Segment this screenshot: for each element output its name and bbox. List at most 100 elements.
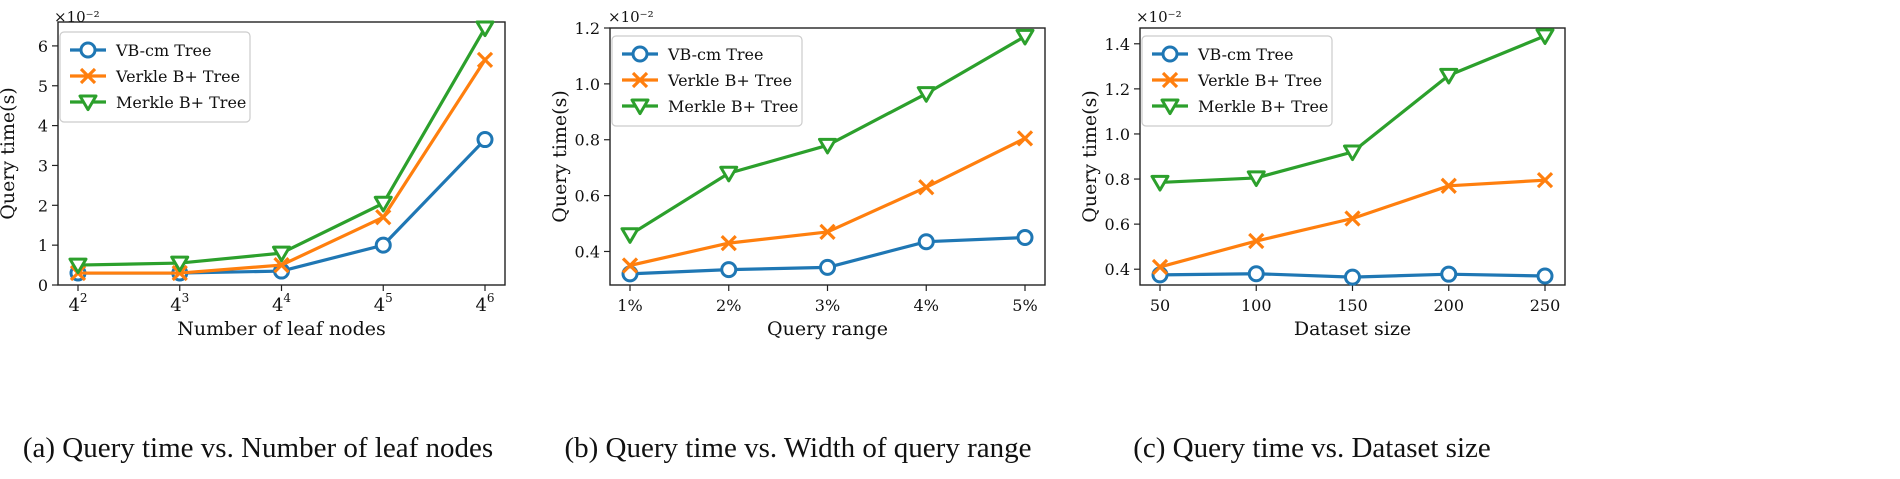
- x-tick-label: 45: [374, 291, 393, 316]
- data-point: [171, 264, 188, 282]
- series-line: [1159, 178, 1546, 269]
- legend-marker: [631, 45, 649, 63]
- data-point: [476, 51, 494, 68]
- data-point: [1439, 67, 1459, 85]
- x-axis-label: Dataset size: [1294, 318, 1411, 340]
- data-point: [1246, 170, 1266, 188]
- x-tick-label: 50: [1150, 296, 1170, 315]
- data-point: [1016, 229, 1034, 247]
- y-tick-label: 1.0: [1105, 125, 1130, 144]
- legend-label: Merkle B+ Tree: [1198, 97, 1328, 116]
- data-point: [918, 179, 935, 196]
- y-tick-label: 0.6: [1105, 215, 1130, 234]
- x-tick-label: 4%: [914, 296, 939, 315]
- y-tick-label: 0.4: [1105, 260, 1130, 279]
- legend-marker: [1161, 71, 1179, 89]
- legend-marker: [1161, 45, 1179, 63]
- data-point: [1536, 172, 1554, 189]
- data-point: [720, 234, 737, 252]
- data-point: [621, 257, 639, 274]
- data-point: [373, 195, 393, 213]
- chart-panel-a: 0 1 2 3 4 5 6 42 43 44 45 46 ×10⁻² Number of leaf nod…: [0, 0, 520, 474]
- data-point: [620, 227, 640, 244]
- data-point: [68, 257, 88, 275]
- legend-box: [1141, 35, 1333, 127]
- data-point: [1536, 267, 1554, 285]
- y-tick-label: 0.4: [575, 242, 600, 261]
- chart-c-svg: 0.4 0.6 0.8 1.0 1.2 1.4 50 100 150 200 250 ×10⁻² Dat…: [1079, 8, 1566, 464]
- y-axis-label: Query time(s): [549, 90, 571, 222]
- chart-panel-c: 0.4 0.6 0.8 1.0 1.2 1.4 50 100 150 200 250 ×10⁻² Dat…: [1072, 0, 1592, 474]
- series-line: [629, 136, 1026, 268]
- y-tick-label: 4: [38, 117, 48, 136]
- axis-multiplier: ×10⁻²: [608, 8, 654, 26]
- legend-label: Verkle B+ Tree: [667, 71, 792, 90]
- data-point: [1535, 28, 1555, 45]
- data-point: [1151, 258, 1169, 276]
- data-point: [720, 261, 738, 279]
- data-point: [475, 20, 495, 38]
- y-tick-label: 1.2: [575, 19, 600, 38]
- y-tick-label: 1.4: [1105, 35, 1130, 54]
- data-point: [170, 255, 190, 273]
- y-tick-label: 5: [38, 77, 48, 96]
- axis-multiplier: ×10⁻²: [1136, 8, 1182, 26]
- figure-caption: (b) Query time vs. Width of query range: [564, 432, 1031, 464]
- data-point: [1344, 210, 1361, 227]
- x-tick-label: 100: [1241, 296, 1272, 315]
- data-point: [1440, 177, 1457, 194]
- data-point: [819, 258, 836, 276]
- legend-label: Verkle B+ Tree: [1197, 71, 1322, 90]
- x-axis-label: Number of leaf nodes: [177, 318, 385, 340]
- legend-box: [59, 31, 251, 123]
- figure-caption: (a) Query time vs. Number of leaf nodes: [23, 432, 493, 464]
- x-tick-label: 200: [1433, 296, 1464, 315]
- legend-label: Merkle B+ Tree: [668, 97, 798, 116]
- y-tick-label: 3: [38, 156, 48, 175]
- data-point: [375, 209, 392, 226]
- legend-label: Merkle B+ Tree: [116, 93, 246, 112]
- legend-marker: [78, 94, 98, 112]
- legend-marker: [79, 67, 97, 85]
- data-point: [719, 165, 739, 183]
- data-point: [818, 137, 837, 155]
- data-point: [1016, 130, 1034, 147]
- legend-label: VB-cm Tree: [115, 41, 212, 60]
- x-tick-label: 43: [170, 291, 189, 316]
- data-point: [1247, 265, 1265, 283]
- axis-multiplier: ×10⁻²: [54, 8, 100, 26]
- y-tick-label: 6: [38, 37, 48, 56]
- y-tick-label: 0.8: [575, 131, 600, 150]
- data-point: [272, 245, 291, 263]
- data-point: [1015, 28, 1035, 46]
- data-point: [1344, 268, 1361, 286]
- chart-panel-b: 0.4 0.6 0.8 1.0 1.2 1% 2% 3% 4% 5% ×10⁻² Query rang…: [540, 0, 1080, 474]
- legend-label: VB-cm Tree: [1197, 45, 1294, 64]
- data-point: [1150, 174, 1170, 192]
- x-tick-label: 42: [68, 291, 87, 316]
- x-tick-label: 250: [1530, 296, 1561, 315]
- legend-label: Verkle B+ Tree: [115, 67, 240, 86]
- x-tick-label: 150: [1337, 296, 1368, 315]
- figure-caption: (c) Query time vs. Dataset size: [1133, 432, 1491, 464]
- y-axis-label: Query time(s): [1079, 90, 1101, 222]
- x-axis-label: Query range: [767, 318, 888, 340]
- x-tick-label: 46: [475, 291, 494, 316]
- data-point: [819, 223, 836, 241]
- data-point: [374, 236, 392, 254]
- data-point: [1248, 232, 1265, 250]
- x-tick-label: 44: [272, 291, 291, 316]
- data-point: [916, 86, 936, 103]
- data-point: [1440, 265, 1458, 283]
- x-tick-label: 5%: [1012, 296, 1037, 315]
- y-tick-label: 0.6: [575, 187, 600, 206]
- x-tick-label: 3%: [815, 296, 840, 315]
- legend-marker: [630, 98, 650, 116]
- x-tick-label: 1%: [617, 296, 642, 315]
- chart-b-svg: 0.4 0.6 0.8 1.0 1.2 1% 2% 3% 4% 5% ×10⁻² Query rang…: [549, 8, 1046, 464]
- x-tick-label: 2%: [716, 296, 741, 315]
- y-tick-label: 1: [38, 236, 48, 255]
- legend-label: VB-cm Tree: [667, 45, 764, 64]
- y-tick-label: 1.0: [575, 75, 600, 94]
